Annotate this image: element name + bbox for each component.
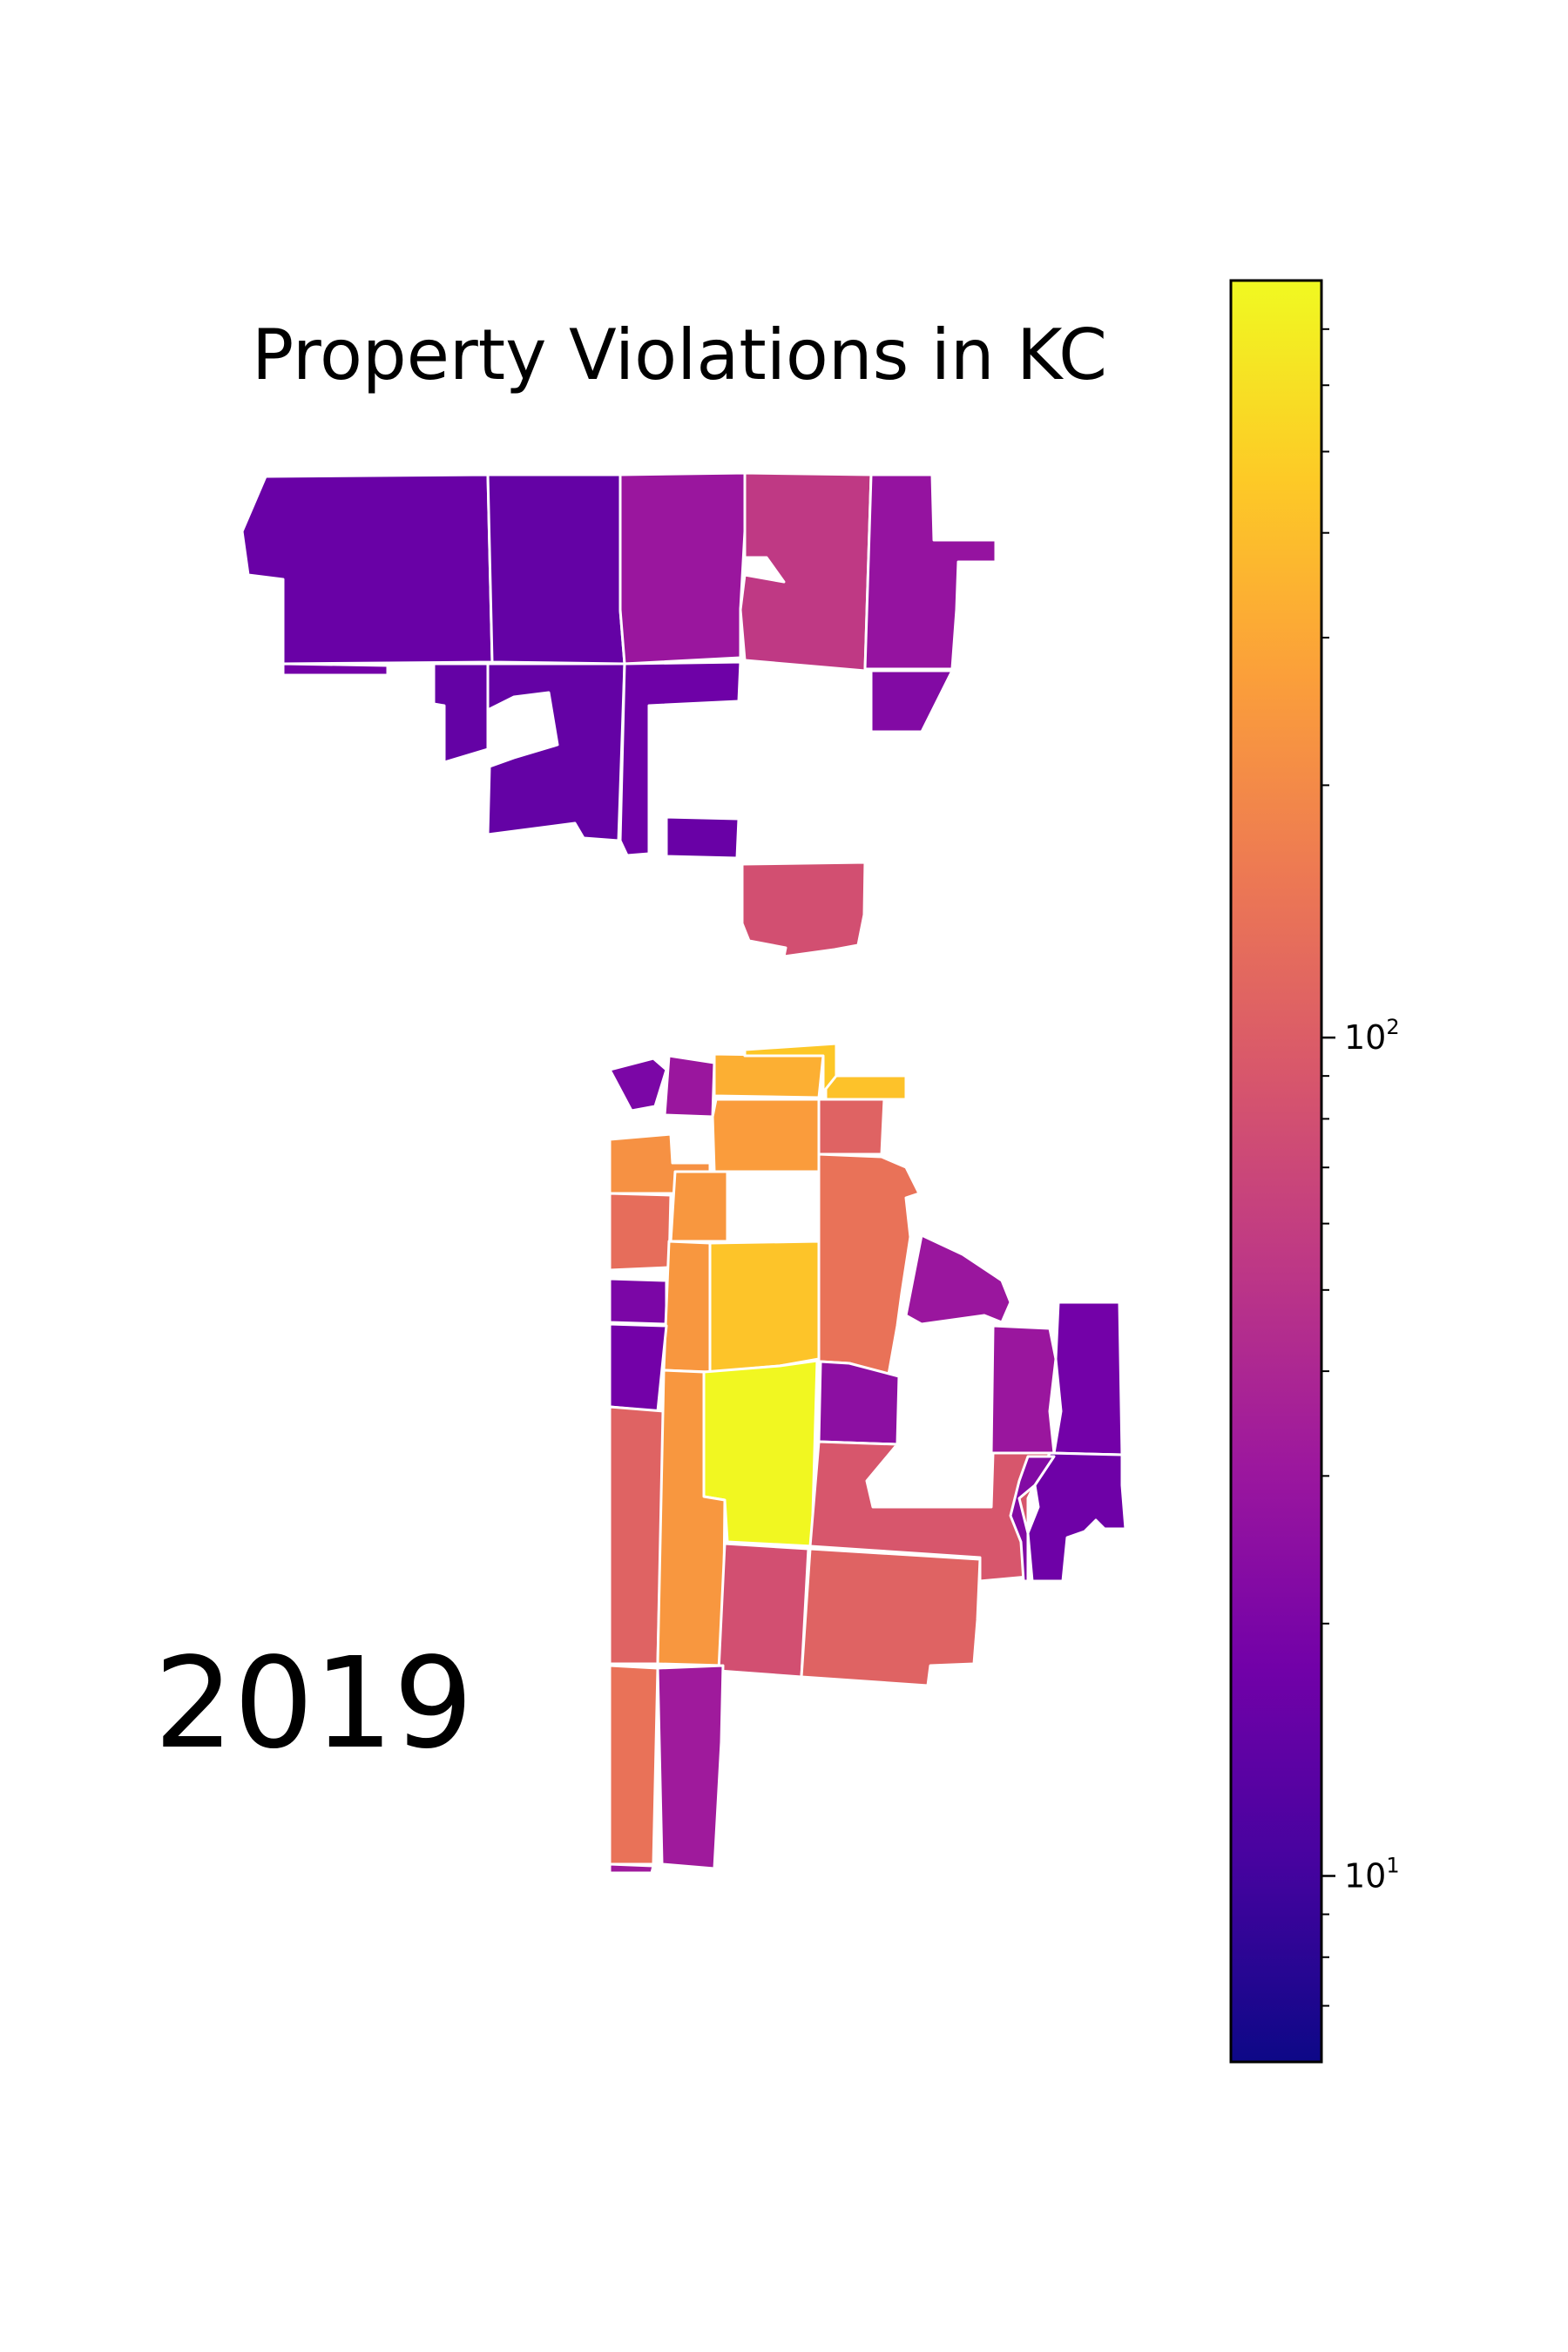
region-s27: [608, 1664, 659, 1866]
region-s1: [608, 1057, 668, 1112]
region-s12: [608, 1277, 668, 1326]
region-s15: [904, 1233, 1012, 1326]
region-s22: [608, 1405, 666, 1666]
colorbar-ticks: 101 102: [1321, 328, 1400, 2007]
region-n6: [281, 662, 389, 677]
region-n5: [863, 473, 997, 671]
region-s17: [1052, 1301, 1124, 1456]
colorbar-tick-label: 101: [1344, 1853, 1400, 1895]
region-n2: [486, 473, 626, 666]
region-s13: [662, 1240, 712, 1374]
region-s23: [656, 1369, 727, 1667]
region-s5: [824, 1074, 908, 1101]
choropleth-regions: [240, 471, 1127, 1875]
region-s10: [608, 1192, 672, 1272]
region-s16: [608, 1322, 668, 1413]
map-title: Property Violations in KC: [252, 314, 1107, 395]
region-n1: [240, 473, 494, 666]
region-s6: [817, 1098, 886, 1156]
colorbar: 101 102: [1229, 279, 1400, 2064]
region-s20: [990, 1324, 1058, 1455]
year-label: 2019: [154, 1630, 473, 1776]
region-n11: [869, 669, 954, 733]
region-s19: [817, 1360, 901, 1446]
region-s21: [1026, 1451, 1127, 1583]
region-s30: [608, 1862, 655, 1875]
region-s29: [656, 1664, 725, 1870]
region-s2: [663, 1054, 716, 1119]
region-s28: [1009, 1455, 1056, 1583]
region-n3: [618, 471, 747, 666]
region-s24: [808, 1440, 1051, 1583]
colorbar-gradient: [1229, 279, 1323, 2064]
region-n10: [665, 815, 740, 860]
region-s14: [708, 1240, 821, 1374]
region-n4: [739, 471, 873, 672]
region-n7: [432, 662, 490, 764]
region-s8: [711, 1098, 821, 1173]
region-n9: [618, 660, 742, 857]
region-s11: [817, 1152, 921, 1376]
colorbar-tick-label: 102: [1344, 1015, 1400, 1057]
region-s9: [669, 1170, 729, 1243]
region-s3: [713, 1052, 825, 1099]
region-n12: [740, 861, 867, 958]
region-s25: [717, 1542, 810, 1679]
region-s26: [800, 1547, 982, 1687]
region-n8: [486, 662, 626, 842]
